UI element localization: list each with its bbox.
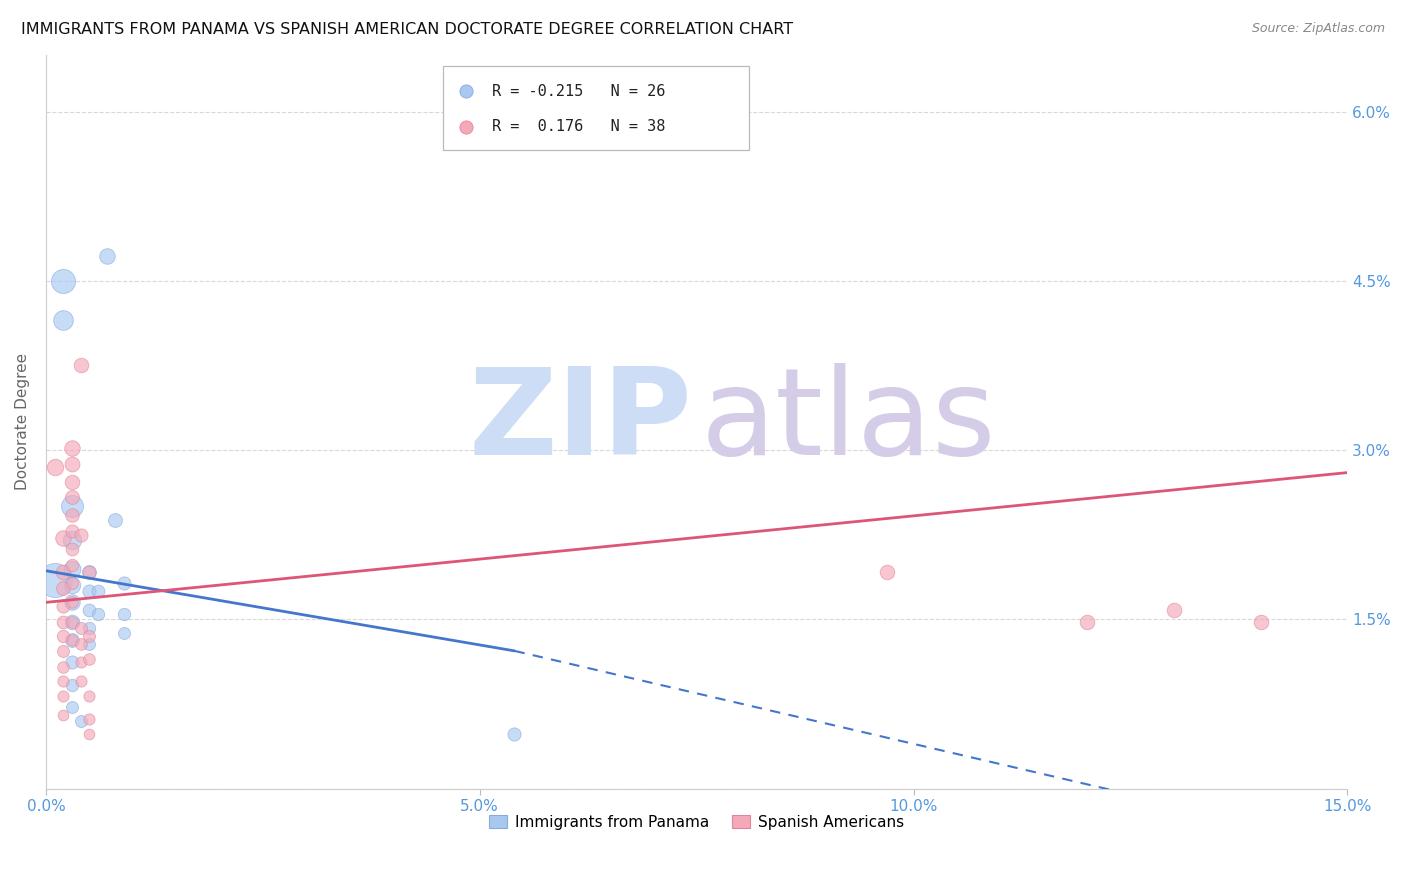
Point (79, 621, 101, 635)
Point (79, 565, 101, 579)
Point (44, 460, 66, 475)
Point (1250, 615, 1272, 629)
Point (52, 565, 75, 579)
Text: R =  0.176   N = 38: R = 0.176 N = 38 (492, 120, 665, 135)
Point (87, 584, 110, 599)
Point (60, 615, 83, 629)
Point (60, 491, 83, 505)
Point (79, 689, 101, 703)
Point (79, 584, 101, 599)
Point (60, 595, 83, 609)
Point (69, 714, 91, 728)
Point (60, 632, 83, 647)
Point (96, 249, 118, 263)
Point (79, 712, 101, 726)
Point (87, 607, 110, 621)
Legend: Immigrants from Panama, Spanish Americans: Immigrants from Panama, Spanish American… (482, 809, 910, 836)
Point (52, 659, 75, 673)
Point (60, 578, 83, 592)
Point (60, 558, 83, 573)
Point (69, 527, 91, 541)
Point (503, 727, 526, 741)
Point (60, 533, 83, 548)
Point (69, 655, 91, 669)
Point (60, 678, 83, 692)
Point (60, 632, 83, 647)
Point (69, 637, 91, 651)
Point (52, 689, 75, 703)
Point (44, 573, 66, 587)
Point (79, 629, 101, 643)
Point (79, 565, 101, 579)
Point (52, 274, 75, 288)
Point (60, 508, 83, 523)
Point (69, 359, 91, 373)
Point (60, 615, 83, 629)
Point (52, 313, 75, 327)
Point (112, 625, 135, 640)
Point (52, 644, 75, 658)
Point (60, 655, 83, 669)
Point (69, 621, 91, 635)
Text: R = -0.215   N = 26: R = -0.215 N = 26 (492, 84, 665, 99)
Point (60, 457, 83, 471)
Point (52, 599, 75, 613)
Point (60, 595, 83, 609)
Point (52, 531, 75, 545)
Point (60, 561, 83, 575)
Point (60, 500, 83, 514)
Point (60, 542, 83, 557)
Point (79, 603, 101, 617)
Point (599, 84, 621, 98)
Point (112, 607, 135, 621)
Point (876, 565, 898, 579)
Point (52, 629, 75, 643)
Text: ZIP: ZIP (470, 363, 693, 480)
Point (52, 674, 75, 689)
Point (112, 576, 135, 591)
Point (60, 524, 83, 539)
Text: IMMIGRANTS FROM PANAMA VS SPANISH AMERICAN DOCTORATE DEGREE CORRELATION CHART: IMMIGRANTS FROM PANAMA VS SPANISH AMERIC… (21, 22, 793, 37)
Point (1163, 603, 1185, 617)
Point (60, 700, 83, 714)
Point (60, 475, 83, 489)
Point (60, 576, 83, 591)
Text: Source: ZipAtlas.com: Source: ZipAtlas.com (1251, 22, 1385, 36)
Y-axis label: Doctorate Degree: Doctorate Degree (15, 353, 30, 491)
Text: atlas: atlas (700, 363, 995, 480)
Point (52, 708, 75, 723)
Point (60, 441, 83, 455)
Point (104, 513, 127, 527)
Point (79, 727, 101, 741)
Point (1076, 615, 1098, 629)
Point (69, 674, 91, 689)
Point (52, 581, 75, 595)
Point (79, 637, 101, 651)
Point (52, 615, 75, 629)
Point (79, 652, 101, 666)
